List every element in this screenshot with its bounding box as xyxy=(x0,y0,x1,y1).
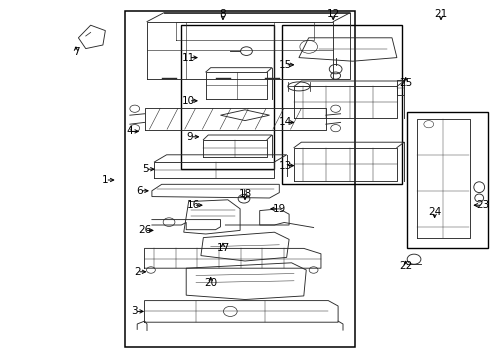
Text: 9: 9 xyxy=(187,132,194,142)
Text: 17: 17 xyxy=(216,243,230,253)
Text: 16: 16 xyxy=(187,200,200,210)
Bar xyxy=(282,25,402,184)
Text: 10: 10 xyxy=(182,96,195,106)
Text: 18: 18 xyxy=(238,189,252,199)
Text: 15: 15 xyxy=(278,60,292,70)
Text: 3: 3 xyxy=(131,306,138,316)
Text: 8: 8 xyxy=(220,9,226,19)
Text: 11: 11 xyxy=(182,53,196,63)
Text: 22: 22 xyxy=(399,261,413,271)
Text: 14: 14 xyxy=(278,117,292,127)
Bar xyxy=(125,11,355,347)
Text: 4: 4 xyxy=(126,126,133,136)
Text: 25: 25 xyxy=(399,78,413,88)
Bar xyxy=(407,112,488,248)
Text: 7: 7 xyxy=(73,47,79,57)
Text: 12: 12 xyxy=(326,9,340,19)
Text: 5: 5 xyxy=(142,164,149,174)
Text: 13: 13 xyxy=(278,161,292,171)
Text: 1: 1 xyxy=(102,175,109,185)
Text: 23: 23 xyxy=(476,200,490,210)
Text: 20: 20 xyxy=(204,278,217,288)
Text: 2: 2 xyxy=(134,267,141,277)
Text: 24: 24 xyxy=(428,207,441,217)
Text: 19: 19 xyxy=(272,204,286,214)
Bar xyxy=(181,25,274,169)
Text: 26: 26 xyxy=(138,225,151,235)
Text: 21: 21 xyxy=(434,9,448,19)
Text: 6: 6 xyxy=(136,186,143,196)
